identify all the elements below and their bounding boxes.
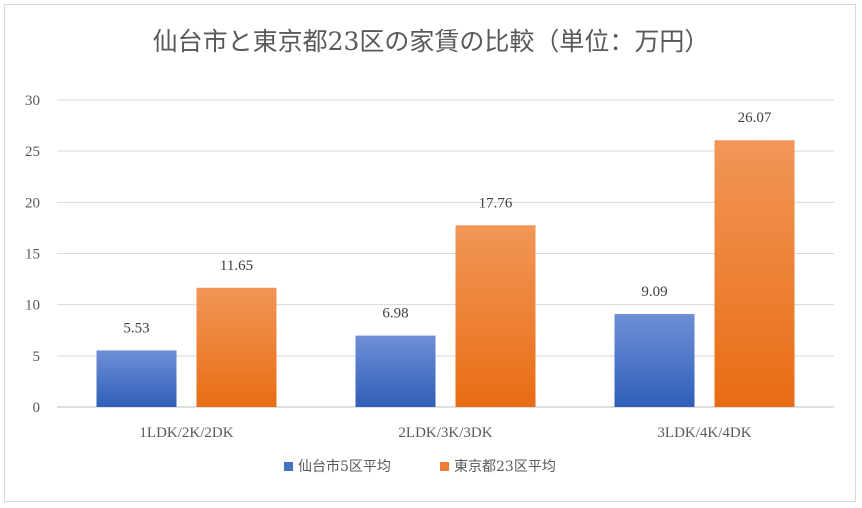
legend-label-sendai: 仙台市5区平均 [298,458,391,475]
data-label: 26.07 [738,110,772,126]
data-label-layer: 5.53 11.65 6.98 17.76 9.09 26.07 [123,110,772,336]
y-tick-label: 10 [25,298,40,314]
bar-tokyo-1 [196,287,277,407]
legend-label-tokyo: 東京都23区平均 [454,459,556,475]
x-category-label: 2LDK/3K/3DK [398,425,492,441]
data-label: 17.76 [479,195,513,211]
bar-tokyo-3 [714,140,795,408]
data-label: 5.53 [123,320,149,336]
bar-layer [96,140,795,408]
grid-layer [57,99,834,408]
y-tick-label: 25 [25,144,40,160]
legend: 仙台市5区平均 東京都23区平均 [284,458,556,475]
x-category-label: 1LDK/2K/2DK [139,425,233,441]
y-tick-label: 30 [25,93,40,109]
y-tick-label: 0 [33,400,41,416]
y-tick-label: 20 [25,195,40,211]
y-tick-label: 5 [33,349,41,365]
bar-sendai-3 [614,313,695,407]
bar-sendai-2 [355,335,436,407]
bar-sendai-1 [96,350,177,407]
legend-swatch-tokyo [440,462,449,471]
x-category-label: 3LDK/4K/4DK [657,425,751,441]
data-label: 11.65 [220,258,253,274]
legend-swatch-sendai [284,462,293,471]
data-label: 6.98 [382,306,408,322]
data-label: 9.09 [641,284,667,300]
chart-title: 仙台市と東京都23区の家賃の比較（単位：万円） [153,27,710,56]
y-axis-ticks: 0 5 10 15 20 25 30 [25,93,40,416]
y-tick-label: 15 [25,247,40,263]
x-axis-categories: 1LDK/2K/2DK 2LDK/3K/3DK 3LDK/4K/4DK [139,425,751,441]
bar-tokyo-2 [455,225,536,407]
